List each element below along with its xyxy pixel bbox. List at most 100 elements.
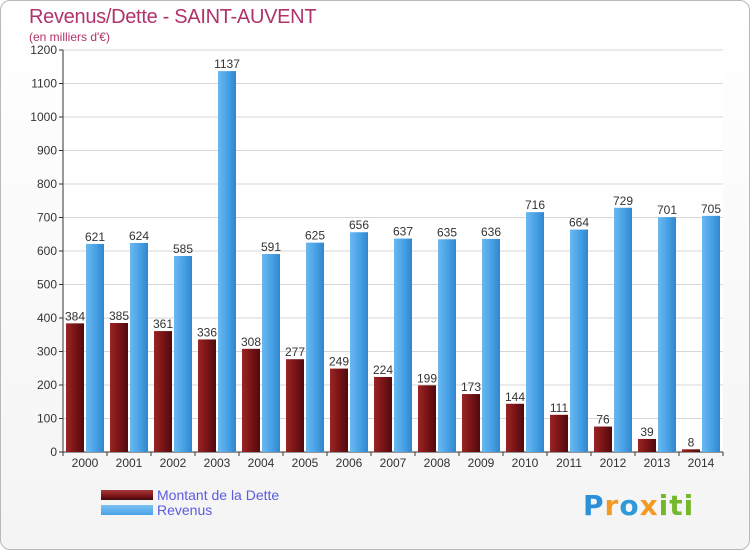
data-label-debt: 111 [550, 401, 569, 415]
data-label-revenue: 716 [525, 198, 545, 212]
bar-revenue-2009 [482, 238, 500, 452]
data-label-revenue: 729 [613, 194, 633, 208]
data-label-debt: 76 [596, 413, 610, 427]
y-tick-label: 600 [37, 244, 57, 258]
bar-revenue-2010 [526, 212, 544, 452]
bar-revenue-2004 [262, 254, 280, 452]
data-label-debt: 8 [688, 435, 695, 449]
legend-item-revenue: Revenus [101, 501, 279, 518]
data-label-debt: 277 [285, 345, 305, 359]
data-label-revenue: 656 [349, 218, 369, 232]
x-tick-label: 2002 [160, 456, 187, 470]
x-tick-label: 2004 [248, 456, 275, 470]
data-label-revenue: 621 [85, 230, 105, 244]
bar-debt-2014 [682, 449, 700, 452]
data-label-debt: 199 [417, 371, 437, 385]
x-tick-label: 2008 [424, 456, 451, 470]
y-tick-label: 1100 [31, 77, 57, 91]
chart-subtitle: (en milliers d'€) [29, 30, 110, 44]
legend-swatch-revenue [101, 504, 153, 515]
bar-debt-2003 [198, 339, 216, 452]
data-label-debt: 308 [241, 335, 261, 349]
bar-debt-2004 [242, 348, 260, 452]
legend-swatch-debt [101, 489, 153, 500]
bar-revenue-2002 [174, 256, 192, 452]
data-label-revenue: 664 [569, 216, 589, 230]
bar-revenue-2005 [306, 242, 324, 452]
data-label-debt: 385 [109, 309, 129, 323]
bar-revenue-2013 [658, 217, 676, 452]
bar-revenue-2000 [86, 243, 104, 452]
x-tick-label: 2000 [72, 456, 99, 470]
bar-revenue-2006 [350, 232, 368, 452]
data-label-debt: 249 [329, 355, 349, 369]
bar-debt-2011 [550, 414, 568, 452]
bar-revenue-2011 [570, 229, 588, 452]
data-label-revenue: 705 [701, 202, 721, 216]
x-tick-label: 2001 [116, 456, 143, 470]
data-label-debt: 39 [640, 425, 654, 439]
y-tick-label: 800 [37, 177, 57, 191]
bar-debt-2010 [506, 403, 524, 452]
y-tick-label: 500 [37, 278, 57, 292]
data-label-revenue: 635 [437, 225, 457, 239]
data-label-revenue: 636 [481, 225, 501, 239]
x-tick-label: 2012 [600, 456, 627, 470]
bar-revenue-2008 [438, 239, 456, 452]
bar-revenue-2001 [130, 242, 148, 452]
data-label-revenue: 585 [173, 242, 193, 256]
y-tick-label: 1200 [30, 43, 57, 57]
data-label-revenue: 624 [129, 229, 149, 243]
bar-revenue-2007 [394, 238, 412, 452]
data-label-debt: 144 [505, 390, 525, 404]
data-label-revenue: 591 [261, 240, 281, 254]
y-tick-label: 400 [37, 311, 57, 325]
legend-label-debt: Montant de la Dette [157, 486, 280, 503]
bar-debt-2005 [286, 359, 304, 452]
x-tick-label: 2014 [688, 456, 715, 470]
data-label-revenue: 701 [657, 203, 677, 217]
data-label-debt: 361 [153, 317, 173, 331]
proxiti-logo: Proxiti [583, 489, 695, 522]
x-tick-label: 2005 [292, 456, 319, 470]
bar-debt-2000 [66, 323, 84, 452]
bar-revenue-2012 [614, 207, 632, 452]
chart-title: Revenus/Dette - SAINT-AUVENT [29, 6, 317, 28]
bar-debt-2001 [110, 323, 128, 452]
data-label-debt: 173 [461, 380, 481, 394]
data-label-debt: 336 [197, 325, 217, 339]
x-tick-label: 2011 [556, 456, 582, 470]
x-tick-label: 2007 [380, 456, 407, 470]
data-label-debt: 384 [65, 309, 85, 323]
bar-debt-2012 [594, 426, 612, 452]
x-tick-label: 2009 [468, 456, 495, 470]
y-tick-label: 100 [37, 412, 57, 426]
data-label-debt: 224 [373, 363, 393, 377]
bar-debt-2008 [418, 385, 436, 452]
y-tick-label: 900 [37, 144, 57, 158]
legend-label-revenue: Revenus [157, 501, 213, 518]
legend-item-debt: Montant de la Dette [101, 486, 280, 503]
y-tick-label: 200 [37, 378, 57, 392]
bar-debt-2013 [638, 438, 656, 452]
x-tick-label: 2013 [644, 456, 671, 470]
data-label-revenue: 1137 [214, 57, 240, 71]
data-label-revenue: 637 [393, 225, 413, 239]
y-tick-label: 700 [37, 211, 57, 225]
y-tick-label: 300 [37, 345, 57, 359]
bar-debt-2009 [462, 394, 480, 452]
bar-revenue-2003 [218, 71, 236, 452]
x-tick-label: 2010 [512, 456, 539, 470]
x-tick-label: 2006 [336, 456, 363, 470]
bar-debt-2002 [154, 331, 172, 452]
legend: Montant de la Dette Revenus [101, 486, 280, 518]
x-tick-label: 2003 [204, 456, 231, 470]
bar-debt-2006 [330, 368, 348, 452]
bar-debt-2007 [374, 376, 392, 452]
data-label-revenue: 625 [305, 229, 325, 243]
bar-revenue-2014 [702, 215, 720, 452]
y-tick-label: 1000 [30, 110, 57, 124]
y-tick-label: 0 [50, 445, 57, 459]
